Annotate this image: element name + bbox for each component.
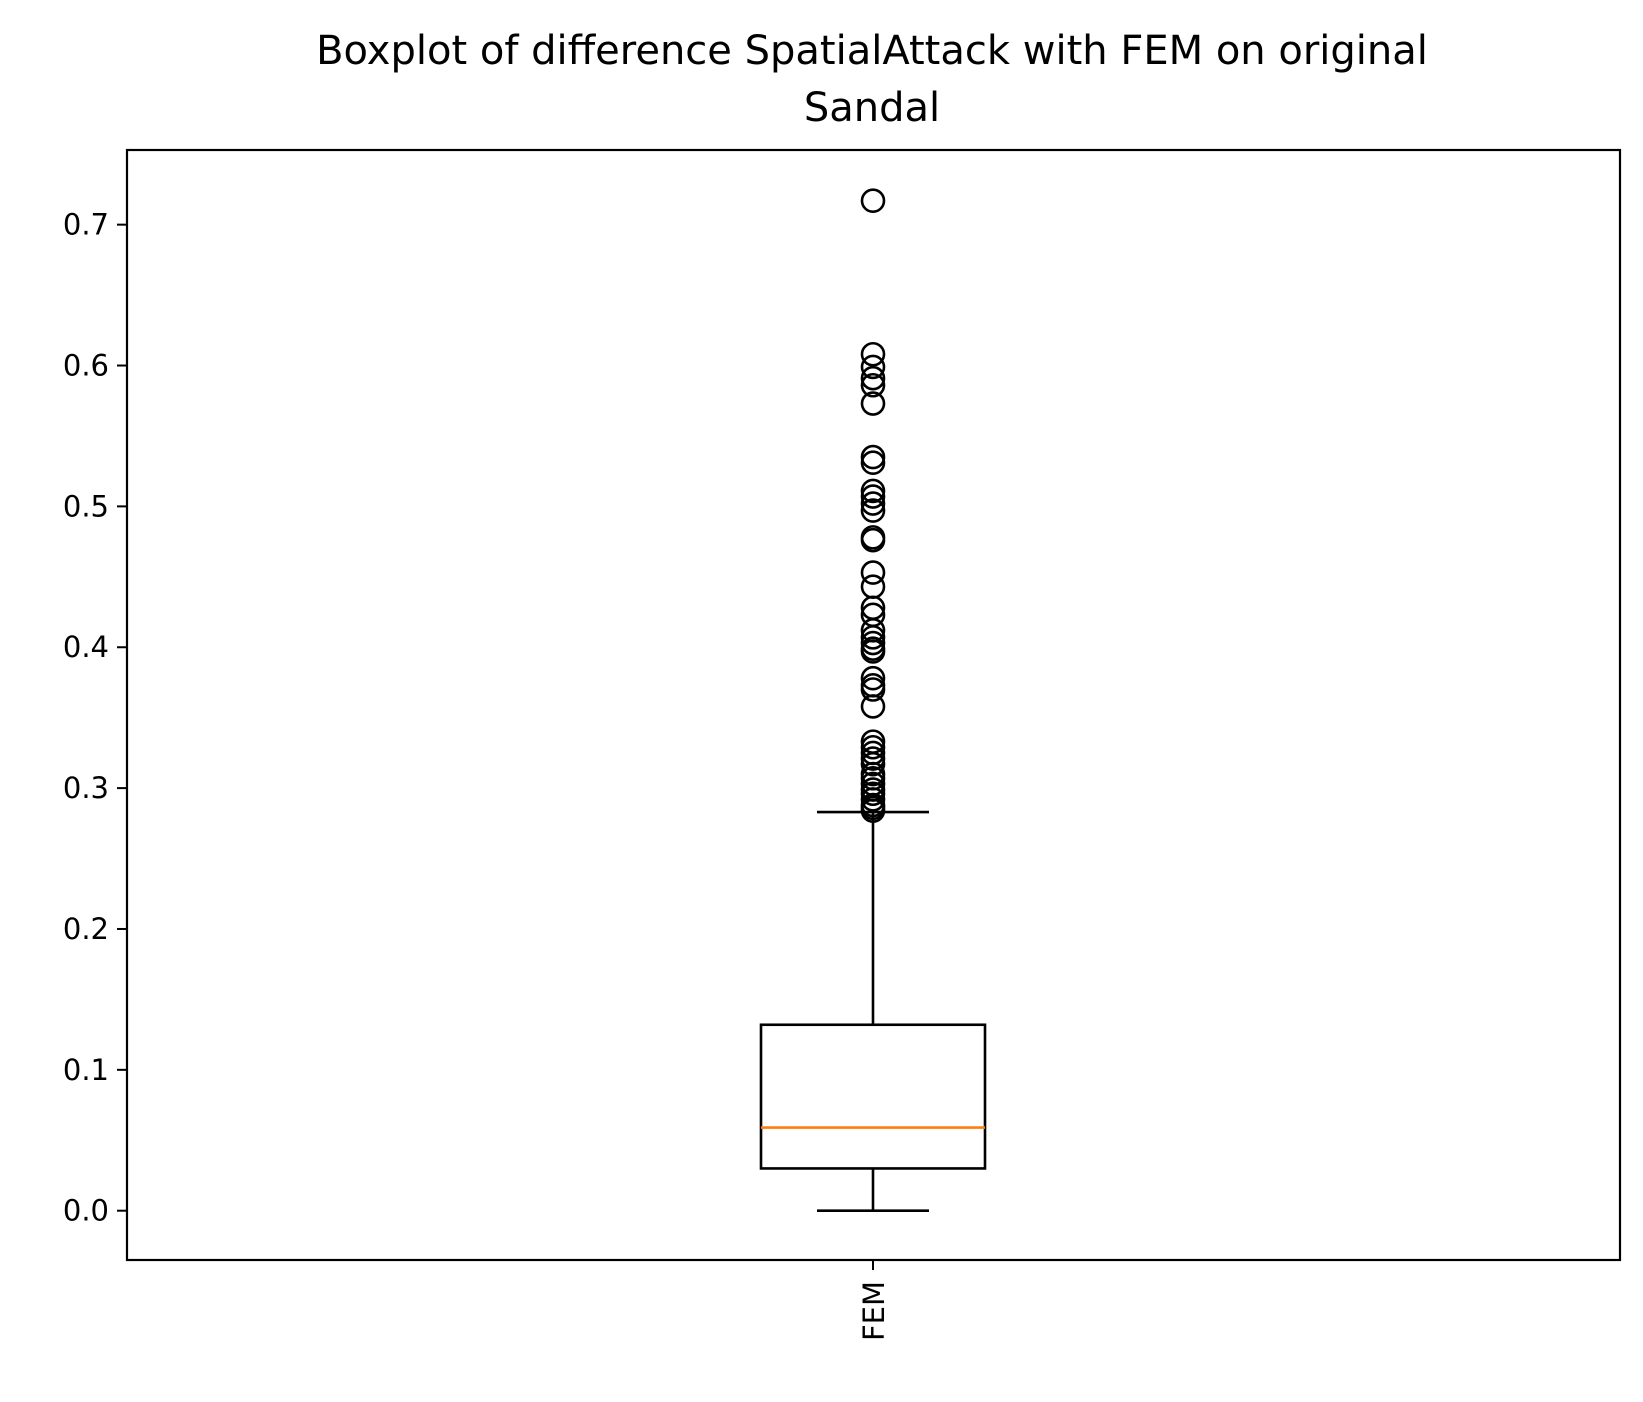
outlier-point (860, 498, 886, 523)
outlier-point (860, 450, 886, 476)
outlier-point (860, 484, 886, 509)
outlier-point (860, 798, 886, 823)
outlier-point (860, 491, 886, 516)
outlier-point (860, 746, 886, 771)
outlier-point (860, 787, 886, 812)
outlier-point (860, 444, 886, 470)
outlier-point (860, 391, 886, 416)
y-tick-label: 0.5 (63, 489, 109, 523)
y-tick-label: 0.0 (63, 1194, 109, 1228)
chart-title-line1: Boxplot of difference SpatialAttack with… (316, 28, 1428, 74)
outlier-point (860, 665, 886, 691)
plot-area: 0.0 0.1 0.2 0.3 0.4 0.5 0.6 0.7 FEM (63, 188, 987, 1341)
outlier-point (860, 677, 886, 702)
outlier-point (860, 372, 886, 398)
outlier-point (860, 365, 886, 391)
y-tick-label: 0.6 (63, 349, 109, 383)
y-tick-label: 0.7 (63, 208, 109, 242)
outlier-point (860, 478, 886, 504)
box-iqr (759, 1023, 987, 1170)
outlier-point (860, 341, 886, 367)
outlier-point (860, 630, 886, 656)
axes-frame (125, 148, 1622, 1262)
outlier-point (860, 639, 886, 664)
y-tick-label: 0.2 (63, 912, 109, 946)
outlier-point (860, 354, 886, 380)
y-tick-label: 0.1 (63, 1053, 109, 1087)
outlier-point (860, 574, 886, 599)
outlier-point (860, 527, 886, 553)
outlier-point (860, 734, 886, 760)
outlier-point (860, 781, 886, 807)
outlier-point (860, 625, 886, 650)
y-tick-label: 0.4 (63, 630, 109, 664)
outlier-point (860, 188, 886, 214)
chart-title-line2: Sandal (804, 85, 940, 131)
y-tick-label: 0.3 (63, 771, 109, 805)
outlier-point (860, 694, 886, 719)
outlier-point (860, 560, 886, 585)
x-tick-label: FEM (857, 1281, 891, 1341)
outlier-point (860, 751, 886, 777)
